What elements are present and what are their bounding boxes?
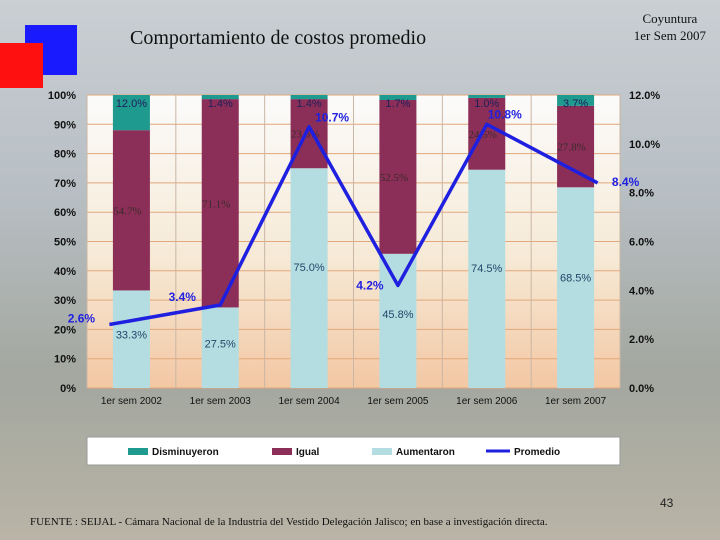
legend-swatch — [372, 448, 392, 455]
segment-label-disminuyeron: 3.7% — [563, 98, 588, 110]
left-axis-tick-label: 100% — [48, 90, 76, 102]
bar-segment-aumentaron — [112, 290, 150, 388]
bar-segment-disminuyeron — [379, 95, 417, 100]
category-label: 1er sem 2007 — [545, 396, 607, 407]
bar-segment-igual — [201, 99, 239, 308]
left-axis-tick-label: 0% — [60, 383, 76, 395]
segment-label-disminuyeron: 1.4% — [297, 98, 322, 110]
category-label: 1er sem 2006 — [456, 396, 518, 407]
bar-segment-igual — [290, 99, 328, 169]
promedio-value-label: 8.4% — [612, 175, 640, 189]
segment-label-aumentaron: 45.8% — [382, 309, 413, 321]
promedio-value-label: 2.6% — [68, 312, 96, 326]
right-axis-tick-label: 12.0% — [629, 90, 660, 102]
category-label: 1er sem 2004 — [279, 396, 341, 407]
bar-segment-aumentaron — [379, 253, 417, 388]
bar-segment-igual — [112, 130, 150, 291]
segment-label-disminuyeron: 1.0% — [474, 98, 499, 110]
source-note: FUENTE : SEIJAL - Cámara Nacional de la … — [30, 516, 548, 528]
segment-label-igual: 27.8% — [557, 142, 585, 154]
segment-label-disminuyeron: 1.4% — [208, 98, 233, 110]
left-axis-tick-label: 50% — [54, 237, 76, 249]
segment-label-aumentaron: 68.5% — [560, 273, 591, 285]
promedio-value-label: 3.4% — [169, 290, 197, 304]
bar-segment-disminuyeron — [557, 95, 595, 106]
bar-segment-aumentaron — [468, 169, 506, 388]
right-axis-tick-label: 0.0% — [629, 383, 654, 395]
category-label: 1er sem 2002 — [101, 396, 163, 407]
legend-label: Promedio — [514, 447, 560, 458]
left-axis-tick-label: 10% — [54, 354, 76, 366]
segment-label-igual: 54.7% — [113, 205, 141, 217]
right-axis-tick-label: 8.0% — [629, 188, 654, 200]
segment-label-igual: 52.5% — [380, 172, 408, 184]
segment-label-aumentaron: 74.5% — [471, 263, 502, 275]
bar-segment-igual — [468, 97, 506, 170]
segment-label-aumentaron: 27.5% — [205, 339, 236, 351]
legend-box — [86, 436, 621, 466]
bar-segment-disminuyeron — [112, 95, 150, 131]
slide-subtitle: Coyuntura 1er Sem 2007 — [634, 10, 706, 44]
legend-swatch — [272, 448, 292, 455]
page-number: 43 — [660, 496, 674, 510]
right-axis-tick-label: 2.0% — [629, 334, 654, 346]
category-label: 1er sem 2005 — [367, 396, 429, 407]
bar-segment-aumentaron — [290, 168, 328, 388]
decorative-red-square — [0, 43, 43, 88]
bar-segment-igual — [557, 105, 595, 188]
segment-label-disminuyeron: 12.0% — [116, 98, 147, 110]
promedio-value-label: 10.8% — [488, 107, 522, 121]
promedio-value-label: 4.2% — [356, 278, 384, 292]
right-axis-tick-label: 10.0% — [629, 139, 660, 151]
bar-segment-aumentaron — [557, 187, 595, 388]
subtitle-line-2: 1er Sem 2007 — [633, 28, 706, 43]
right-axis-tick-label: 6.0% — [629, 237, 654, 249]
left-axis-tick-label: 20% — [54, 324, 76, 336]
legend-label: Igual — [296, 447, 320, 458]
subtitle-line-1: Coyuntura — [642, 11, 698, 26]
legend-label: Aumentaron — [396, 447, 455, 458]
segment-label-aumentaron: 33.3% — [116, 329, 147, 341]
segment-label-aumentaron: 75.0% — [293, 262, 324, 274]
left-axis-tick-label: 60% — [54, 207, 76, 219]
right-axis-tick-label: 4.0% — [629, 285, 654, 297]
left-axis-tick-label: 30% — [54, 295, 76, 307]
left-axis-tick-label: 90% — [54, 119, 76, 131]
legend-label: Disminuyeron — [152, 447, 219, 458]
left-axis-tick-label: 80% — [54, 149, 76, 161]
left-axis-tick-label: 40% — [54, 266, 76, 278]
left-axis-tick-label: 70% — [54, 178, 76, 190]
segment-label-disminuyeron: 1.7% — [385, 98, 410, 110]
bar-segment-disminuyeron — [468, 95, 506, 98]
bar-segment-aumentaron — [201, 307, 239, 388]
bar-segment-disminuyeron — [290, 95, 328, 100]
bar-segment-igual — [379, 99, 417, 254]
bar-segment-disminuyeron — [201, 95, 239, 100]
slide-title: Comportamiento de costos promedio — [130, 27, 427, 49]
promedio-value-label: 10.7% — [315, 111, 349, 125]
segment-label-igual: 71.1% — [202, 198, 230, 210]
promedio-line — [109, 122, 599, 327]
legend-swatch — [128, 448, 148, 455]
category-label: 1er sem 2003 — [190, 396, 252, 407]
